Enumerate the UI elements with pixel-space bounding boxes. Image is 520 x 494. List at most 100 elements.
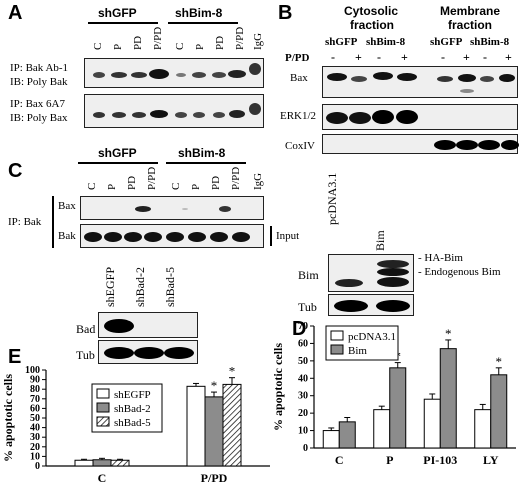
chart-e-ytick-label-50: 50	[30, 413, 40, 424]
panel-a-row2-ip: IP: Bax 6A7	[10, 98, 65, 110]
chart-e-ylabel: % apoptotic cells	[1, 374, 15, 462]
panel-a-blot-bak	[84, 58, 264, 88]
chart-e-ytick-label-30: 30	[30, 432, 40, 443]
panel-a-bands-bak	[93, 63, 261, 79]
chart-e-category-0: C	[98, 471, 107, 485]
chart-e-bar-0-1	[92, 459, 112, 467]
chart-d-sig-3-1: *	[496, 354, 503, 369]
panel-b-sign-7: +	[505, 50, 512, 64]
chart-d-bar-0-1	[338, 421, 356, 449]
panel-b-sign-3: +	[401, 50, 408, 64]
chart-e-legend-swatch-2	[96, 416, 110, 427]
panel-a-group-2-underline	[168, 22, 238, 24]
chart-d-bar-0-0	[322, 430, 340, 449]
panel-c-bracket	[52, 196, 54, 248]
panel-c-lane-8: IgG	[252, 172, 264, 190]
panel-c-group-2: shBim-8	[178, 146, 226, 160]
panel-c-bands-bak	[84, 232, 250, 242]
chart-d-bar-1-0	[373, 409, 391, 449]
chart-e-legend-label-0: shEGFP	[114, 389, 151, 401]
panel-c-blot-bax	[80, 196, 264, 220]
chart-d-category-1: P	[386, 453, 393, 467]
panel-b-cyto-line1: Cytosolic	[344, 4, 399, 18]
chart-d-bar-3-0	[474, 409, 492, 449]
panel-c-input-label: Input	[276, 230, 300, 242]
panel-a-lane-7: P/PD	[234, 26, 246, 50]
chart-d-bar-2-1	[439, 348, 457, 449]
panel-d-row-bim: Bim	[298, 268, 319, 282]
panel-b-group-2: shBim-8	[366, 36, 406, 48]
chart-d-ytick-label-70: 70	[298, 321, 308, 332]
panel-c-row-bak: Bak	[58, 230, 76, 242]
chart-d-category-3: LY	[483, 453, 499, 467]
panel-d-bands-tub	[334, 300, 410, 312]
panel-c-group-2-underline	[166, 162, 246, 164]
panel-b-sign-5: +	[463, 50, 470, 64]
chart-e-bar-0-2	[110, 459, 130, 467]
panel-b-bands-coxiv	[434, 140, 519, 150]
panel-e-lane-1: shBad-2	[133, 267, 147, 307]
panel-b-bands-erk	[326, 110, 418, 124]
chart-e-ytick-label-0: 0	[35, 461, 40, 472]
panel-c-blot-bak	[80, 224, 264, 248]
panel-c-lane-4: C	[170, 182, 182, 190]
panel-c-bands-bax	[135, 206, 231, 212]
chart-d-legend-label-1: Bim	[348, 345, 367, 357]
panel-a-row1-ip: IP: Bak Ab-1	[10, 62, 69, 74]
panel-a-lane-0: C	[92, 42, 104, 50]
panel-d-lane-pcdna: pcDNA3.1	[325, 172, 339, 225]
chart-e-bar-1-2	[222, 383, 242, 467]
panel-c-lane-1: P	[106, 183, 118, 190]
panel-a-lane-4: C	[174, 42, 186, 50]
panel-e-bands-tub	[104, 347, 194, 359]
chart-d-bar-2-0	[423, 398, 441, 449]
panel-a-blot-bax	[84, 94, 264, 128]
chart-d-legend-label-0: pcDNA3.1	[348, 331, 396, 343]
chart-e-bar-1-1	[204, 396, 224, 467]
panel-b-group-1: shGFP	[325, 36, 358, 48]
chart-e-sig-1-1: *	[211, 378, 218, 393]
panel-d-lane-bim: Bim	[373, 230, 387, 251]
chart-d-ylabel: % apoptotic cells	[271, 343, 285, 431]
chart-d-sig-2-1: *	[445, 326, 452, 341]
panel-c-label: C	[8, 160, 23, 182]
panel-b-row-erk: ERK1/2	[280, 110, 317, 122]
panel-d-bands-bim	[335, 260, 409, 287]
panel-a-row1-ib: IB: Poly Bak	[10, 76, 68, 88]
panel-b-mem-line1: Membrane	[440, 4, 501, 18]
chart-d-legend-swatch-1	[330, 344, 344, 355]
panel-d-annotation-habim: - HA-Bim	[418, 252, 463, 264]
chart-d-category-2: PI-103	[423, 453, 457, 467]
panel-c-group-1: shGFP	[98, 146, 137, 160]
chart-e-bar-0-0	[74, 459, 94, 467]
panel-a-group-2: shBim-8	[175, 6, 223, 20]
chart-e-sig-1-2: *	[229, 364, 236, 379]
panel-a-row2-ib: IB: Poly Bax	[10, 112, 68, 124]
chart-d-ytick-label-40: 40	[298, 373, 308, 384]
panel-b-row-coxiv: CoxIV	[285, 140, 315, 152]
chart-e-legend-label-2: shBad-5	[114, 417, 151, 429]
panel-b-mem-line2: fraction	[448, 18, 493, 32]
chart-d-category-0: C	[335, 453, 344, 467]
panel-b-bands-bax	[327, 72, 515, 93]
panel-b-row-bax: Bax	[290, 72, 308, 84]
panel-a-label: A	[8, 2, 23, 24]
panel-b-blot-erk	[322, 104, 518, 130]
panel-b-blot-coxiv	[322, 134, 519, 154]
panel-b-blot-bax	[322, 66, 518, 98]
chart-e-legend-swatch-0	[96, 388, 110, 399]
chart-e-ytick-label-80: 80	[30, 384, 40, 395]
chart-d-ytick-label-30: 30	[298, 391, 308, 402]
panel-d-label: D	[292, 318, 307, 340]
panel-d-annotation-endogenous: - Endogenous Bim	[418, 266, 501, 278]
panel-b-label: B	[278, 2, 293, 24]
panel-a-lane-3: P/PD	[152, 26, 164, 50]
panel-c-lane-7: P/PD	[230, 166, 242, 190]
panel-b-sign-6: -	[483, 50, 487, 64]
chart-e-category-1: P/PD	[201, 471, 228, 485]
chart-e-ytick-label-60: 60	[30, 403, 40, 414]
panel-a-lane-2: PD	[132, 35, 144, 50]
chart-d-ytick-label-10: 10	[298, 426, 308, 437]
panel-b-sign-0: -	[331, 50, 335, 64]
